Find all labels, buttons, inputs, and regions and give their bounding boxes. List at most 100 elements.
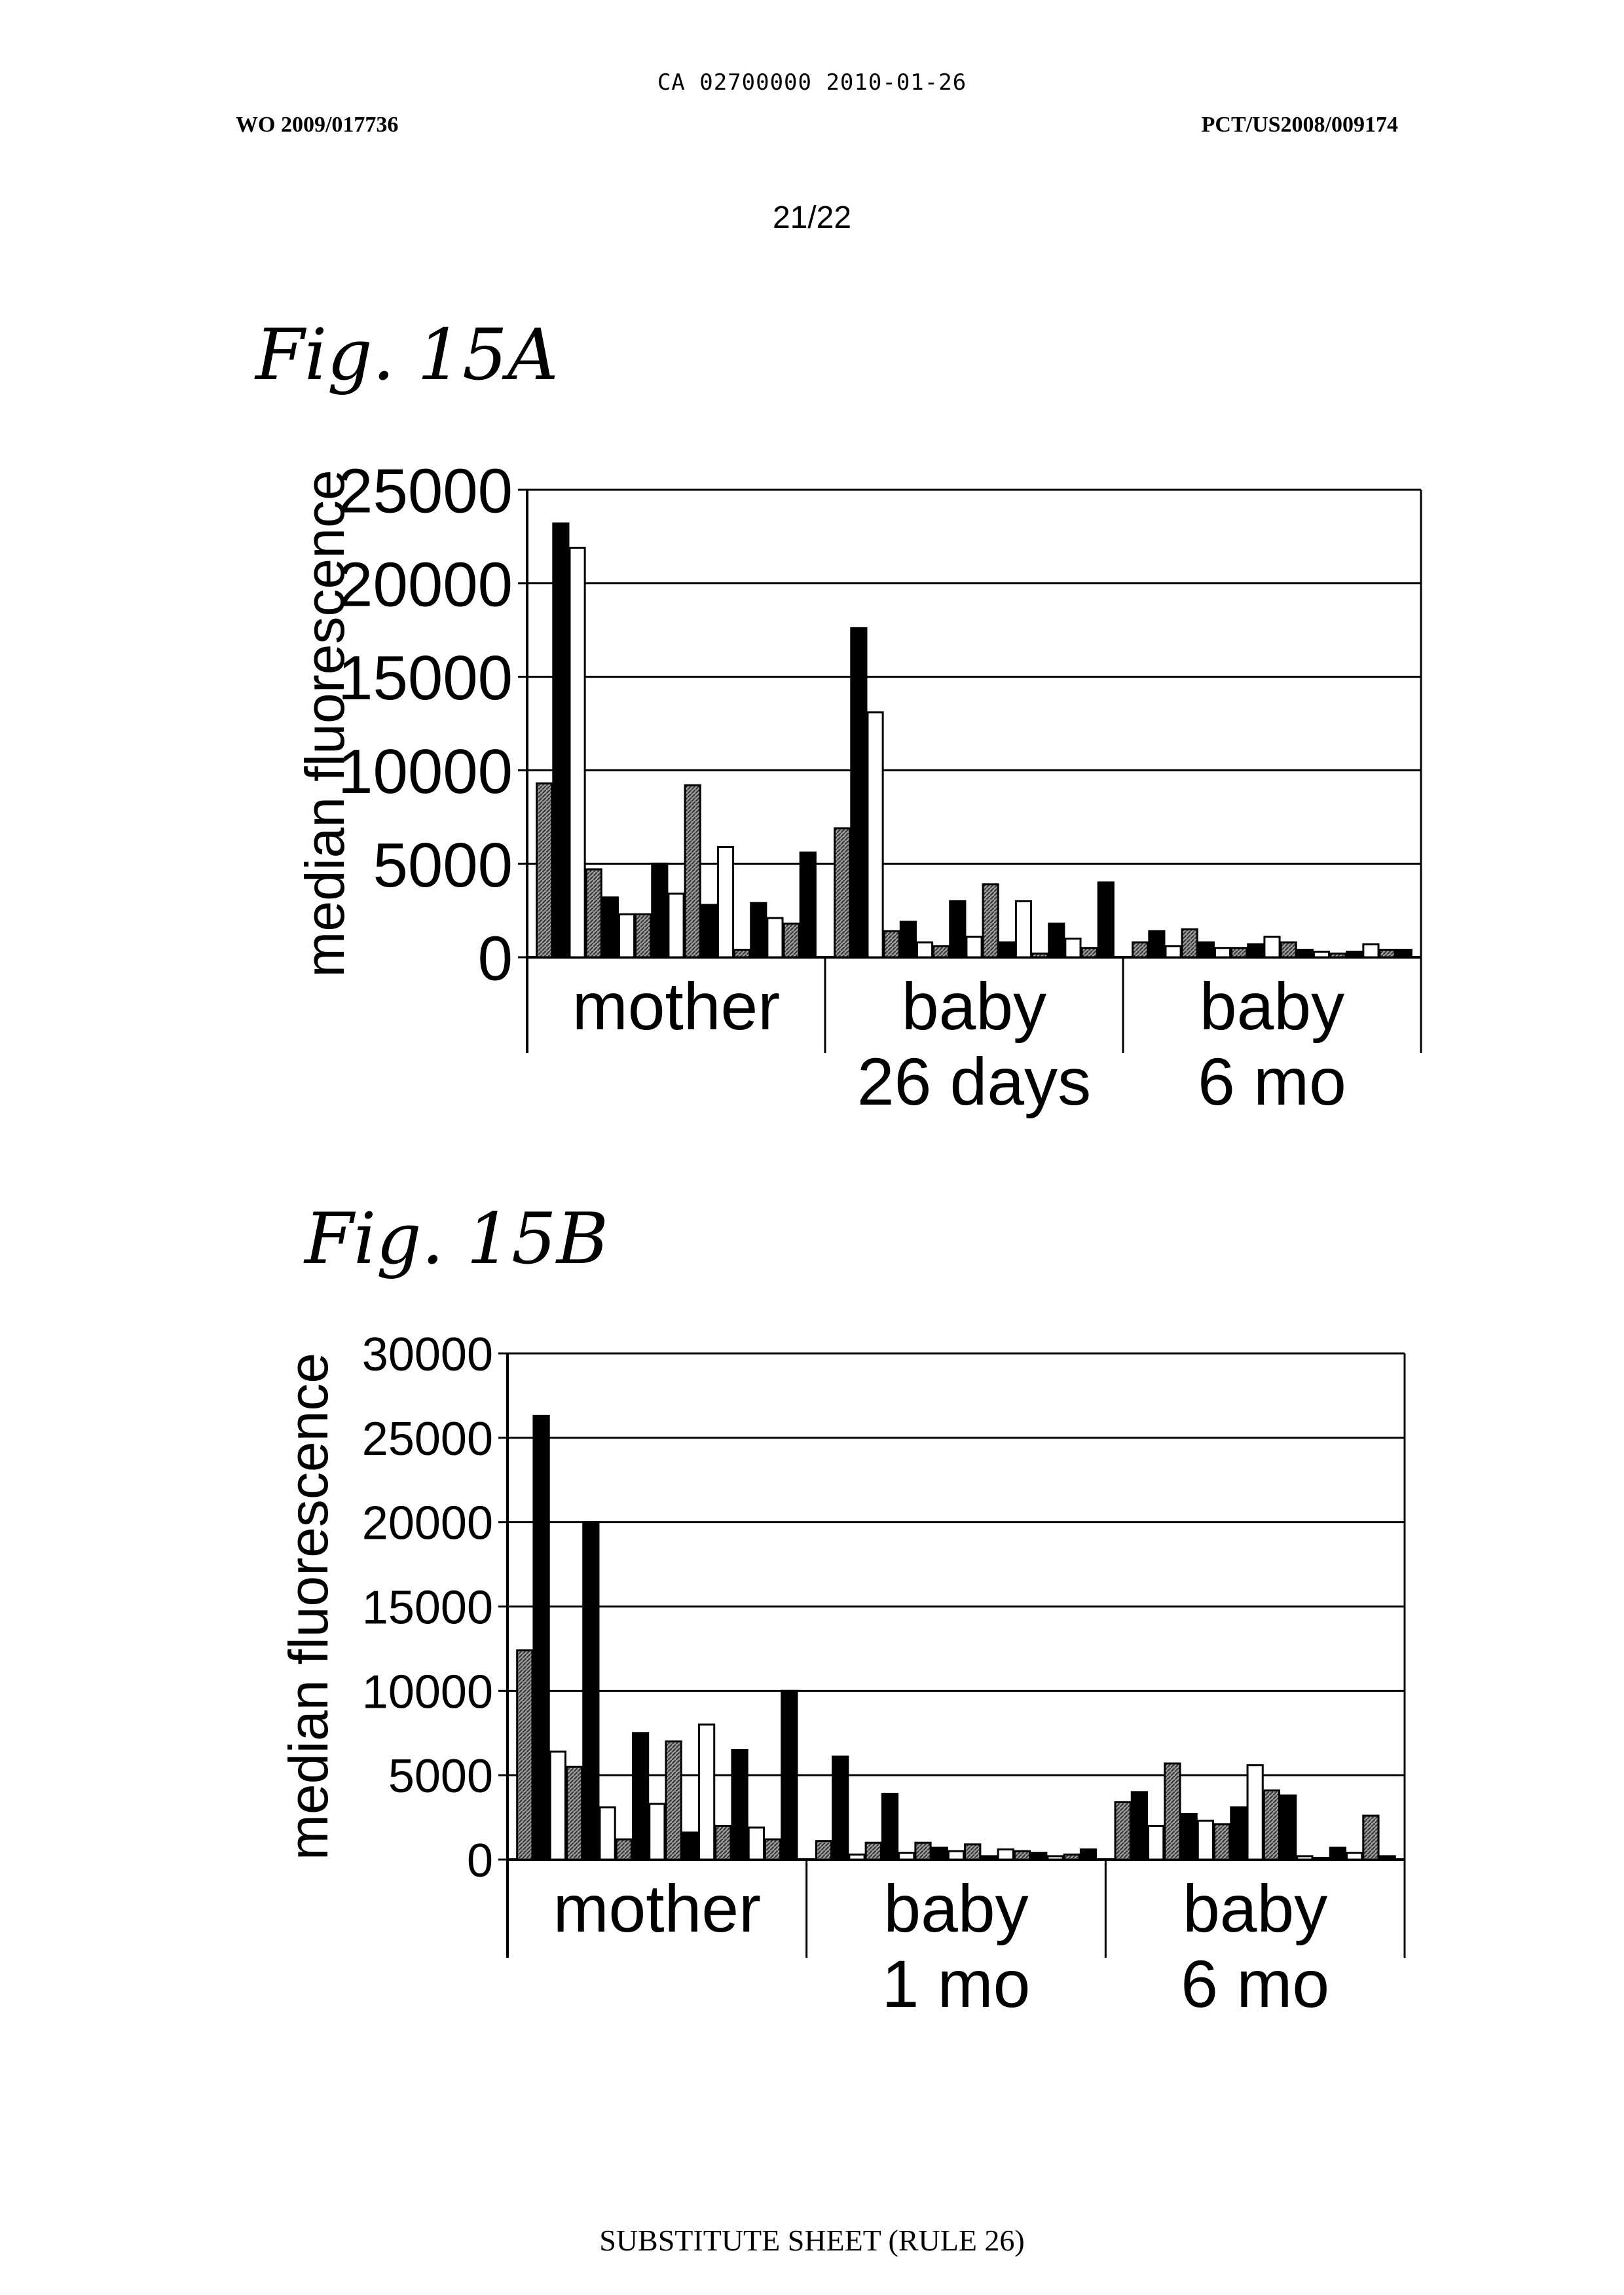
bar — [602, 898, 618, 957]
bar — [967, 937, 982, 957]
bar — [1264, 937, 1280, 957]
bar — [1049, 924, 1064, 957]
bar — [1198, 942, 1213, 957]
bar — [650, 1804, 665, 1860]
bar — [1297, 950, 1312, 957]
category-label: baby — [1183, 1871, 1327, 1946]
bar — [1215, 948, 1230, 957]
bar — [1065, 938, 1080, 957]
bar — [616, 1839, 631, 1860]
category-label: baby — [902, 969, 1046, 1044]
bar — [600, 1807, 615, 1860]
bar — [682, 1833, 697, 1860]
bar — [1014, 1851, 1029, 1860]
y-tick-label: 30000 — [362, 1329, 493, 1381]
bar — [849, 1854, 864, 1860]
bar — [1396, 950, 1411, 957]
footer-text: SUBSTITUTE SHEET (RULE 26) — [0, 2223, 1624, 2258]
category-label: baby — [883, 1871, 1028, 1946]
bar — [1016, 901, 1031, 957]
bar — [583, 1522, 599, 1860]
bar — [718, 847, 733, 957]
bar — [816, 1841, 831, 1860]
y-tick-label: 25000 — [362, 1413, 493, 1465]
bar — [932, 1848, 947, 1860]
bar — [983, 885, 998, 957]
bar — [948, 1851, 963, 1860]
y-tick-label: 20000 — [338, 549, 513, 619]
bar — [1132, 1792, 1147, 1860]
category-label: mother — [572, 969, 780, 1044]
bar — [1380, 950, 1395, 957]
bar — [1048, 1856, 1063, 1860]
bar — [1031, 1853, 1046, 1860]
y-tick-label: 10000 — [362, 1666, 493, 1718]
bar — [1363, 1816, 1378, 1860]
bar — [586, 870, 601, 957]
bar — [1080, 1850, 1096, 1860]
bar — [868, 712, 883, 957]
bar — [517, 1650, 532, 1860]
bar — [998, 1850, 1013, 1860]
bar — [553, 523, 568, 957]
chart-1-group: 050001000015000200002500030000median flu… — [278, 1329, 1405, 2021]
chart-0-group: 0500010000150002000025000median fluoresc… — [294, 456, 1421, 1119]
bar — [1281, 1795, 1296, 1860]
bar — [1033, 953, 1048, 957]
bar — [851, 628, 866, 957]
bar — [999, 942, 1014, 957]
bar — [669, 894, 684, 957]
bar — [748, 1827, 764, 1860]
bar — [652, 864, 667, 957]
bar — [735, 950, 750, 957]
category-label: 6 mo — [1198, 1044, 1346, 1119]
bar — [1133, 942, 1148, 957]
bar — [884, 931, 899, 957]
y-tick-label: 5000 — [388, 1750, 493, 1803]
bar — [636, 914, 651, 957]
bar — [1347, 1853, 1362, 1860]
bar — [1264, 1790, 1279, 1860]
bar — [1330, 1848, 1345, 1860]
bar — [701, 905, 716, 957]
category-label: baby — [1200, 969, 1344, 1044]
bar — [800, 853, 815, 957]
bar — [1098, 883, 1113, 957]
bar — [1149, 1826, 1164, 1860]
bar — [1231, 1807, 1246, 1860]
y-axis-label: median fluorescence — [294, 469, 356, 977]
bar — [1149, 931, 1164, 957]
category-label: 26 days — [857, 1044, 1091, 1119]
y-tick-label: 5000 — [373, 830, 513, 900]
bar — [699, 1725, 714, 1860]
bar — [633, 1733, 648, 1860]
bar — [566, 1767, 581, 1860]
bar — [765, 1839, 780, 1860]
y-axis-label: median fluorescence — [278, 1353, 339, 1860]
y-tick-label: 0 — [467, 1835, 493, 1887]
bar — [537, 783, 552, 957]
bar — [866, 1843, 881, 1860]
y-tick-label: 25000 — [338, 456, 513, 526]
bar — [1363, 944, 1378, 957]
bar — [950, 901, 965, 957]
bar — [1347, 951, 1362, 957]
bar — [1248, 944, 1263, 957]
bar — [1166, 946, 1181, 957]
bar — [751, 903, 766, 957]
bar — [619, 914, 634, 957]
bar — [982, 1856, 997, 1860]
bar — [685, 785, 700, 957]
y-tick-label: 15000 — [338, 643, 513, 713]
bar — [1215, 1824, 1230, 1860]
bar — [917, 942, 932, 957]
bar — [965, 1845, 980, 1860]
bar — [1082, 948, 1097, 957]
bar — [899, 1853, 914, 1860]
bar — [716, 1826, 731, 1860]
bar — [1165, 1763, 1180, 1860]
bar — [570, 548, 585, 957]
bar — [782, 1691, 797, 1860]
category-label: mother — [553, 1871, 761, 1946]
